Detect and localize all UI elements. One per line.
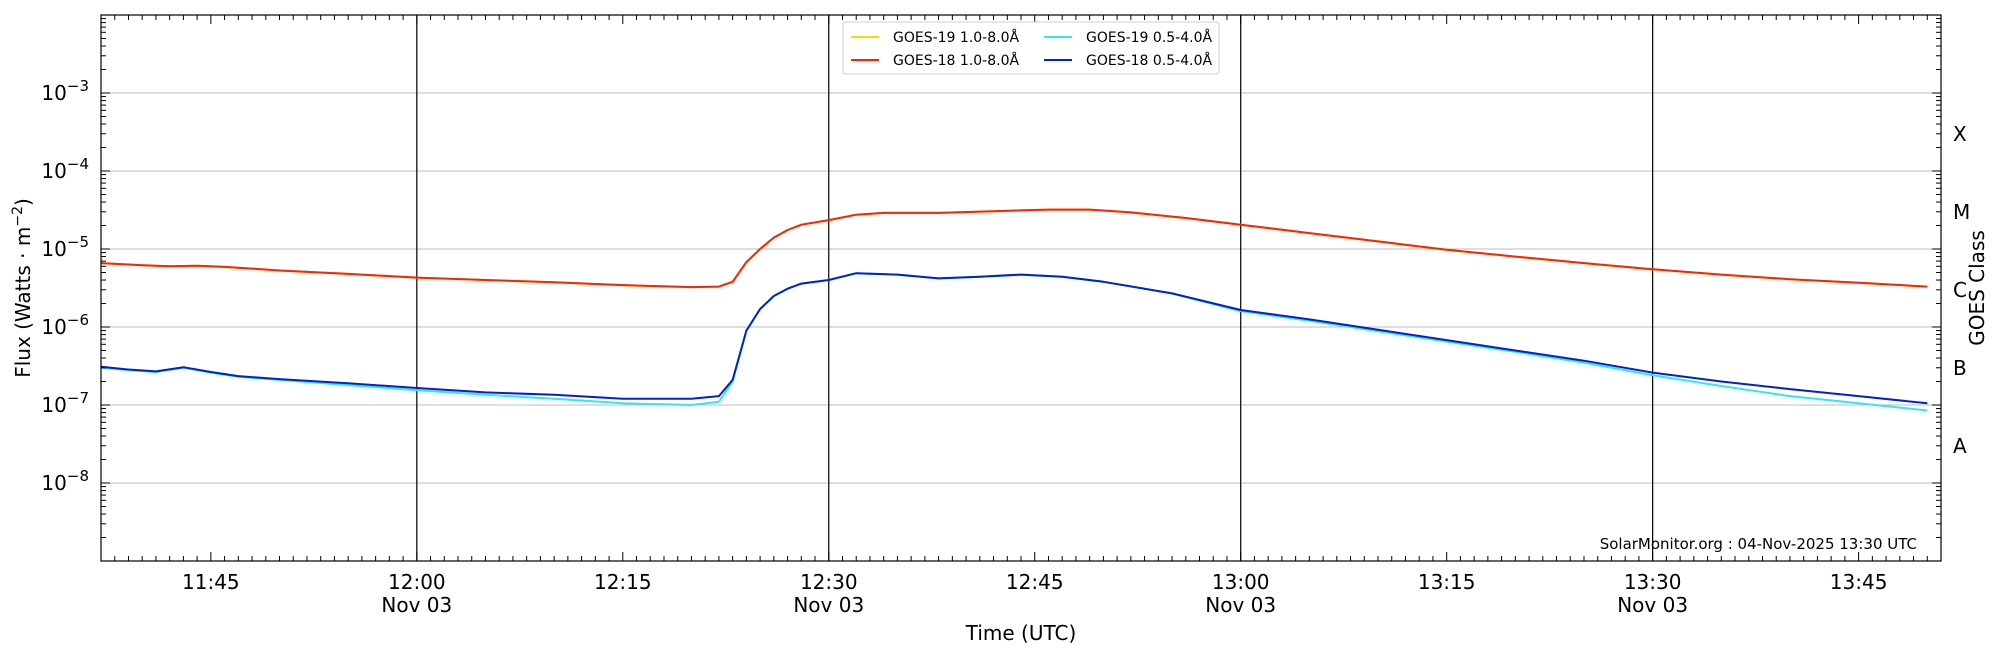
goes-class-label: C	[1953, 278, 1967, 302]
y-tick-label: 10−5	[41, 233, 89, 261]
y-tick-label-base: 10	[41, 471, 66, 495]
x-tick-label: 13:30	[1624, 570, 1682, 594]
goes-class-label: A	[1953, 434, 1967, 458]
y-tick-label-exponent: −4	[67, 155, 89, 173]
x-axis-title: Time (UTC)	[965, 621, 1077, 645]
x-tick-label: 13:15	[1418, 570, 1476, 594]
tick-layer	[100, 14, 1942, 562]
legend: GOES-19 1.0-8.0Å GOES-18 1.0-8.0Å GOES-19 …	[842, 21, 1220, 75]
y-tick-label: 10−4	[41, 155, 89, 183]
y-tick-label-base: 10	[41, 159, 66, 183]
x-tick-date-label: Nov 03	[1205, 593, 1276, 617]
x-tick-label: 13:00	[1212, 570, 1270, 594]
y-tick-label-base: 10	[41, 315, 66, 339]
y-tick-label: 10−7	[41, 389, 89, 417]
series-line	[100, 208, 1928, 289]
y-axis-title: Flux (Watts · m−2)	[10, 198, 35, 378]
series-line	[100, 272, 1928, 405]
legend-box	[842, 21, 1220, 75]
x-tick-label: 12:15	[594, 570, 652, 594]
x-tick-date-label: Nov 03	[1617, 593, 1688, 617]
series-layer	[100, 208, 1928, 412]
goes-class-label: X	[1953, 122, 1967, 146]
y-tick-label-base: 10	[41, 81, 66, 105]
y-tick-label-exponent: −7	[67, 389, 89, 407]
y-tick-label-exponent: −5	[67, 233, 89, 251]
goes-class-label: B	[1953, 356, 1967, 380]
y-axis-title-exponent: −2	[10, 206, 26, 227]
legend-label: GOES-19 1.0-8.0Å	[893, 29, 1019, 46]
x-tick-label: 12:00	[388, 570, 446, 594]
x-tick-date-label: Nov 03	[793, 593, 864, 617]
legend-label: GOES-19 0.5-4.0Å	[1086, 29, 1212, 46]
goes-class-label: M	[1953, 200, 1970, 224]
y-tick-label: 10−8	[41, 467, 89, 495]
legend-label: GOES-18 1.0-8.0Å	[893, 52, 1019, 69]
vertical-lines-layer	[416, 15, 1654, 561]
y-tick-label-exponent: −3	[67, 77, 89, 95]
y-axis-title-close: )	[11, 198, 35, 206]
y-tick-label-base: 10	[41, 237, 66, 261]
y2-axis-title: GOES Class	[1965, 230, 1989, 346]
legend-label: GOES-18 0.5-4.0Å	[1086, 52, 1212, 69]
source-annotation: SolarMonitor.org : 04-Nov-2025 13:30 UTC	[1600, 535, 1917, 553]
y-tick-label: 10−6	[41, 311, 89, 339]
grid-layer	[101, 92, 1941, 484]
y-axis-title-text: Flux (Watts · m	[11, 227, 35, 378]
y-tick-label-base: 10	[41, 393, 66, 417]
y-tick-label-exponent: −8	[67, 467, 89, 485]
y-tick-label: 10−3	[41, 77, 89, 105]
y-tick-label-exponent: −6	[67, 311, 89, 329]
x-tick-label: 12:30	[800, 570, 858, 594]
x-tick-date-label: Nov 03	[381, 593, 452, 617]
x-tick-label: 11:45	[182, 570, 240, 594]
x-tick-label: 13:45	[1830, 570, 1888, 594]
x-tick-label: 12:45	[1006, 570, 1064, 594]
